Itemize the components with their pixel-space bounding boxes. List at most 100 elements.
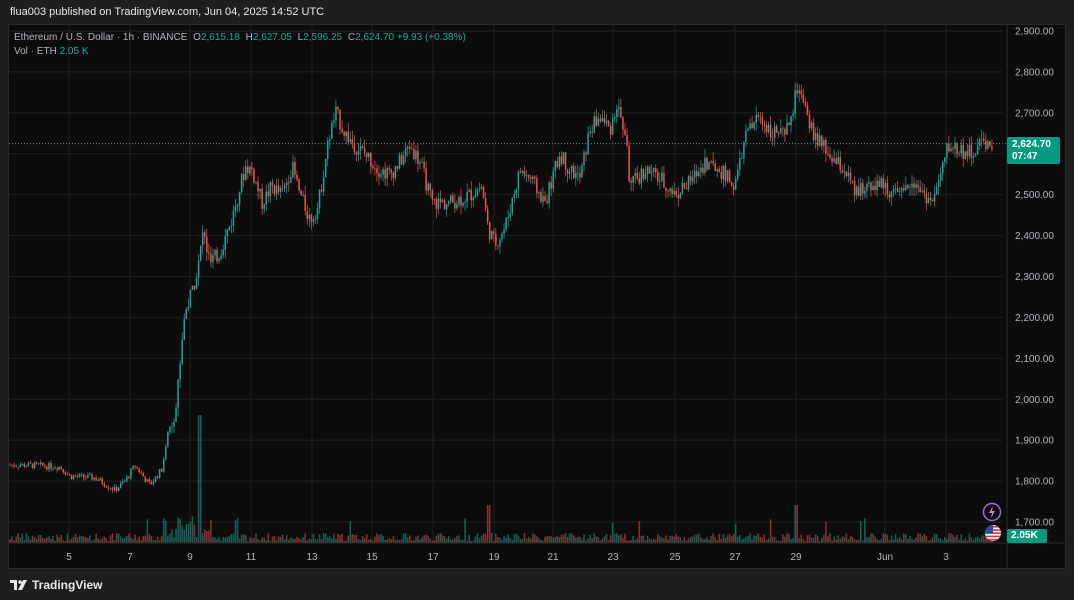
candle-body — [384, 169, 386, 179]
volume-bar — [540, 540, 542, 543]
volume-bar — [872, 533, 874, 543]
volume-bar — [728, 533, 731, 543]
volume-bar — [702, 538, 704, 543]
volume-bar — [17, 533, 19, 543]
volume-bar — [140, 540, 142, 543]
volume-bar — [331, 538, 333, 543]
volume-bar — [322, 533, 325, 543]
volume-bar — [447, 536, 450, 543]
volume-bar — [712, 533, 714, 543]
candle-body — [74, 475, 77, 477]
volume-bar — [136, 539, 138, 543]
volume-bar — [261, 537, 263, 543]
candle-body — [796, 90, 798, 94]
candle-body — [396, 166, 399, 169]
volume-bar — [42, 538, 44, 543]
volume-bar — [72, 536, 75, 543]
candle-body — [753, 122, 755, 129]
candle-body — [872, 185, 874, 191]
us-flag-icon[interactable] — [984, 524, 1002, 542]
candle-body — [534, 176, 536, 179]
candle-body — [437, 198, 440, 210]
volume-bar — [122, 538, 124, 543]
volume-bar — [142, 536, 144, 543]
volume-bar — [829, 533, 831, 543]
volume-bar — [708, 539, 710, 543]
volume-bar — [527, 536, 530, 543]
brand[interactable]: TradingView — [10, 578, 102, 592]
candle-body — [648, 166, 651, 174]
y-tick-label: 2,200.00 — [1015, 313, 1054, 324]
volume-bar — [103, 536, 106, 543]
candle-body — [903, 188, 905, 190]
volume-bar — [714, 537, 716, 543]
candle-body — [950, 148, 952, 152]
x-tick-label: 17 — [427, 552, 439, 563]
volume-bar — [691, 536, 694, 543]
candle-body — [89, 474, 91, 476]
volume-bar — [52, 535, 54, 543]
lightning-icon[interactable] — [982, 502, 1002, 522]
volume-legend[interactable]: Vol · ETH 2.05 K — [14, 45, 89, 59]
volume-bar — [468, 534, 470, 543]
volume-bar — [220, 540, 222, 543]
candle-body — [148, 479, 151, 483]
volume-bar — [474, 536, 477, 543]
candle-body — [464, 201, 466, 203]
candle-body — [56, 468, 58, 470]
candle-body — [568, 171, 571, 174]
volume-bar — [751, 539, 753, 543]
candle-body — [829, 154, 831, 158]
volume-bar — [976, 536, 979, 543]
volume-bar — [208, 530, 210, 543]
volume-bar — [495, 533, 497, 543]
volume-bar — [767, 538, 770, 543]
volume-bar — [730, 536, 733, 543]
candle-body — [665, 187, 667, 191]
candle-body — [519, 171, 522, 173]
candle-body — [353, 143, 356, 153]
candle-body — [782, 128, 784, 130]
volume-bar — [232, 533, 235, 543]
volume-bar — [595, 536, 598, 543]
volume-bar — [46, 537, 48, 543]
volume-bar — [536, 536, 538, 543]
chart-frame[interactable] — [8, 24, 1066, 569]
volume-bar — [376, 533, 378, 543]
candle-body — [696, 170, 698, 177]
last-price-tag: 2,624.70 07:47 — [1007, 137, 1060, 164]
candle-body — [874, 185, 876, 191]
volume-bar — [720, 538, 723, 543]
candle-body — [896, 188, 899, 193]
candle-body — [117, 487, 120, 492]
volume-bar — [349, 521, 352, 543]
volume-bar — [263, 537, 265, 543]
candle-body — [728, 170, 731, 183]
candle-body — [109, 488, 112, 490]
volume-bar — [790, 539, 792, 543]
volume-bar — [566, 537, 569, 543]
volume-bar — [318, 534, 321, 543]
candle-body — [296, 174, 298, 180]
volume-bar — [814, 534, 817, 543]
volume-bar — [60, 534, 62, 543]
candle-body — [27, 462, 30, 467]
volume-bar — [21, 533, 24, 543]
volume-bar — [548, 535, 550, 543]
candle-body — [626, 134, 628, 146]
candle-body — [786, 122, 788, 135]
volume-bar — [845, 533, 848, 543]
x-tick-label: 5 — [66, 552, 72, 563]
high-label: H — [245, 32, 253, 43]
y-tick-label: 1,800.00 — [1015, 477, 1054, 488]
volume-bar — [304, 533, 306, 543]
candle-body — [13, 464, 15, 467]
volume-bar — [97, 538, 99, 543]
volume-bar — [558, 537, 561, 543]
volume-bar — [368, 539, 370, 543]
bottom-bar: TradingView — [0, 570, 1074, 600]
candle-body — [839, 157, 841, 171]
symbol-legend[interactable]: Ethereum / U.S. Dollar · 1h · BINANCE O2… — [14, 31, 466, 45]
candle-body — [267, 191, 270, 197]
